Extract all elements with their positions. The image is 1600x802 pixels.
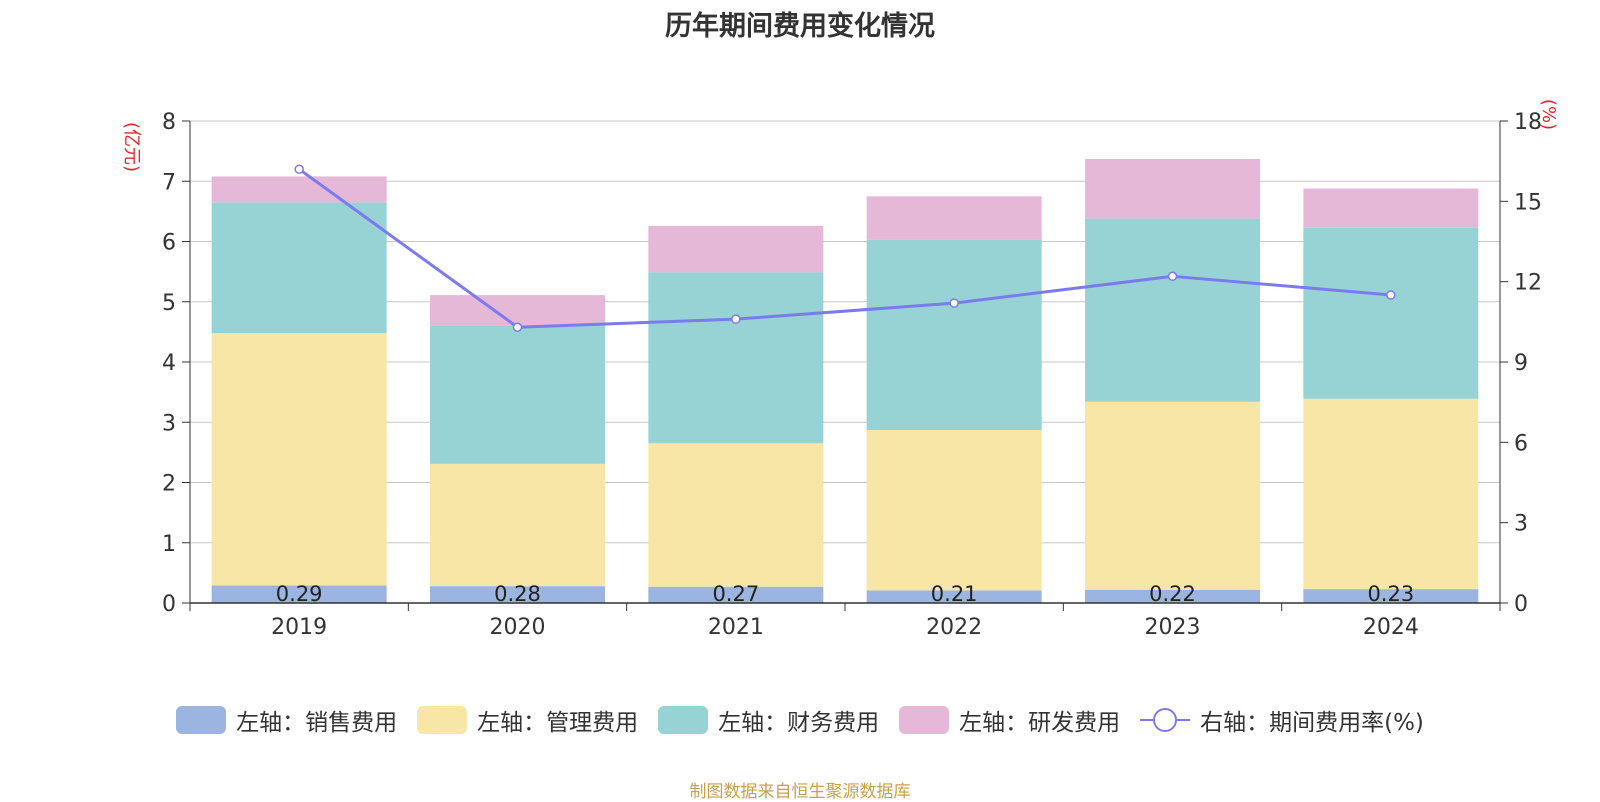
legend-item-rnd[interactable]: 左轴：研发费用	[899, 703, 1120, 737]
x-tick-label: 2024	[1363, 615, 1419, 640]
bar-segment-2022-3	[866, 196, 1042, 240]
x-tick-label: 2019	[271, 615, 327, 640]
legend-item-sales[interactable]: 左轴：销售费用	[176, 703, 397, 737]
bar-segment-2024-1	[1303, 398, 1479, 590]
bar-segment-2024-3	[1303, 188, 1479, 228]
bar-segment-2021-0	[648, 586, 824, 603]
legend-swatch-finance	[658, 706, 709, 734]
right-tick-label: 12	[1514, 271, 1542, 296]
left-tick-label: 2	[162, 472, 176, 497]
left-tick-label: 0	[162, 592, 176, 617]
data-label-sales: 0.23	[1367, 582, 1414, 606]
legend-swatch-rnd	[899, 706, 950, 734]
bar-segment-2021-1	[648, 443, 824, 587]
rate-point	[949, 298, 959, 308]
bar-segment-2019-0	[211, 585, 387, 603]
data-label-sales: 0.27	[712, 582, 759, 606]
legend-label-rnd: 左轴：研发费用	[959, 710, 1121, 736]
right-tick-label: 18	[1514, 110, 1542, 135]
legend-swatch-admin	[417, 706, 468, 734]
bar-segment-2023-1	[1085, 401, 1260, 590]
legend-item-rate[interactable]: 右轴：期间费用率(%)	[1140, 703, 1424, 737]
x-tick-label: 2020	[490, 615, 546, 640]
bar-segment-2022-0	[866, 590, 1042, 603]
bar-segment-2023-3	[1085, 158, 1260, 219]
bar-segment-2022-2	[866, 239, 1042, 431]
legend-label-rate: 右轴：期间费用率(%)	[1200, 710, 1424, 736]
x-tick-label: 2021	[708, 615, 764, 640]
legend-line-circle-icon	[1140, 706, 1191, 734]
right-tick-label: 15	[1514, 190, 1542, 215]
bar-segment-2019-2	[211, 202, 387, 334]
left-tick-label: 8	[162, 110, 176, 135]
bar-segment-2021-3	[648, 225, 824, 273]
bar-segment-2024-2	[1303, 227, 1479, 399]
rate-point	[1386, 290, 1396, 300]
left-tick-label: 1	[162, 532, 176, 557]
legend-label-sales: 左轴：销售费用	[236, 710, 398, 736]
legend-label-admin: 左轴：管理费用	[477, 710, 639, 736]
bar-segment-2019-3	[211, 176, 387, 203]
bar-segment-2023-0	[1085, 589, 1260, 603]
data-label-sales: 0.29	[276, 582, 323, 606]
bar-segment-2022-1	[866, 430, 1042, 591]
x-tick-label: 2023	[1145, 615, 1201, 640]
rate-point	[512, 322, 523, 332]
legend-swatch-sales	[176, 706, 227, 734]
data-label-sales: 0.22	[1149, 582, 1196, 606]
left-tick-label: 4	[162, 351, 176, 376]
rate-line	[298, 167, 1391, 329]
data-label-sales: 0.21	[931, 582, 978, 606]
x-tick-label: 2022	[926, 615, 982, 640]
source-note: 制图数据来自恒生聚源数据库	[689, 782, 911, 802]
bar-segment-2020-0	[430, 586, 605, 603]
legend-item-finance[interactable]: 左轴：财务费用	[658, 703, 879, 737]
legend: 左轴：销售费用 左轴：管理费用 左轴：财务费用 左轴：研发费用 右轴：期间费用率…	[0, 703, 1600, 737]
chart-title: 历年期间费用变化情况	[665, 11, 935, 42]
bar-segment-2020-3	[430, 295, 605, 326]
right-tick-label: 0	[1514, 592, 1528, 617]
left-tick-label: 3	[162, 411, 176, 436]
rate-point	[294, 164, 304, 174]
bar-segment-2020-2	[430, 325, 605, 464]
right-tick-label: 9	[1514, 351, 1528, 376]
rate-point	[1167, 271, 1178, 282]
right-axis-unit: (%)	[1538, 98, 1560, 131]
bar-segment-2020-1	[430, 463, 605, 587]
left-tick-label: 5	[162, 291, 176, 316]
bar-segment-2023-2	[1085, 218, 1260, 402]
bar-segment-2021-2	[648, 272, 824, 444]
bar-segment-2019-1	[211, 333, 387, 586]
right-tick-label: 6	[1514, 431, 1528, 456]
rate-point	[731, 314, 741, 324]
left-tick-label: 6	[162, 231, 176, 256]
legend-item-admin[interactable]: 左轴：管理费用	[417, 703, 638, 737]
bar-segment-2024-0	[1303, 589, 1479, 603]
data-label-sales: 0.28	[494, 582, 541, 606]
right-tick-label: 3	[1514, 512, 1528, 537]
left-axis-unit: (亿元)	[121, 121, 143, 173]
left-tick-label: 7	[162, 170, 176, 195]
legend-label-finance: 左轴：财务费用	[718, 710, 880, 736]
